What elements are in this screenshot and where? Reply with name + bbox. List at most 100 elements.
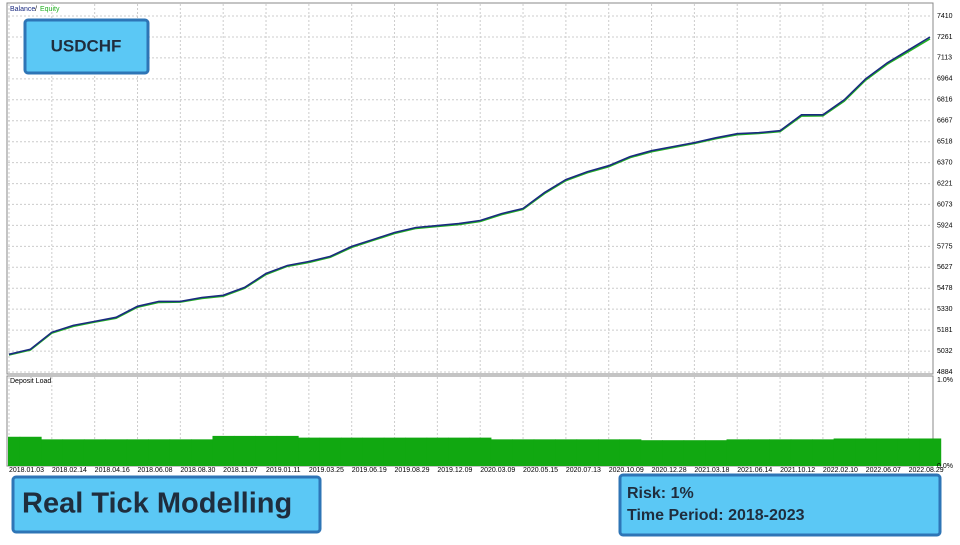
bar (747, 439, 770, 466)
y-tick-label: 0.0% (937, 463, 953, 470)
bar (105, 439, 128, 466)
bar (662, 440, 685, 466)
bar (426, 437, 449, 466)
marks (8, 36, 942, 466)
period: Time Period: 2018-2023 (627, 507, 805, 524)
y-tick-label: 7410 (937, 13, 953, 20)
bar (683, 440, 706, 466)
x-tick-label: 2020.10.09 (609, 467, 644, 474)
bar (148, 439, 171, 466)
y-tick-label: 7113 (937, 55, 952, 62)
series-line (8, 38, 931, 356)
y-tick-label: 5775 (937, 243, 953, 250)
bar (41, 439, 64, 466)
risk: Risk: 1% (627, 485, 694, 502)
x-tick-label: 2018.11.07 (223, 467, 258, 474)
bar (19, 436, 42, 466)
bar (276, 435, 299, 466)
bar (726, 439, 749, 466)
bar (255, 435, 278, 466)
y-tick-label: 5478 (937, 285, 953, 292)
bar (319, 437, 342, 466)
x-tick-label: 2022.02.10 (823, 467, 858, 474)
x-tick-label: 2021.10.12 (780, 467, 815, 474)
bar (855, 438, 877, 466)
x-tick-label: 2019.01.11 (266, 467, 301, 474)
y-tick-label: 6964 (937, 76, 953, 83)
y-tick-label: 5330 (937, 306, 953, 313)
legend-separator: / (35, 6, 37, 13)
bar (619, 439, 642, 466)
x-tick-label: 2020.05.15 (523, 467, 558, 474)
x-tick-label: 2022.06.07 (866, 467, 901, 474)
y-tick-label: 5032 (937, 348, 953, 355)
bar (576, 439, 599, 466)
bar (8, 436, 21, 466)
bar (490, 439, 513, 466)
bar (598, 439, 620, 466)
x-tick-label: 2019.06.19 (352, 467, 387, 474)
bar (705, 440, 728, 466)
modelling-box (11, 475, 322, 534)
y-tick-label: 6073 (937, 201, 953, 208)
bar (126, 439, 149, 466)
x-tick-label: 2019.08.29 (395, 467, 430, 474)
bar (383, 437, 406, 466)
x-tick-label: 2018.01.03 (9, 467, 44, 474)
bar (555, 439, 578, 466)
y-tick-label: 5924 (937, 222, 953, 229)
x-tick-label: 2021.03.18 (694, 467, 729, 474)
x-tick-label: 2018.02.14 (52, 467, 87, 474)
bar (362, 437, 385, 466)
bar (640, 440, 663, 466)
price-panel (6, 2, 934, 375)
symbol-box (23, 18, 150, 75)
y-tick-label: 1.0% (937, 377, 953, 384)
bar (876, 438, 899, 466)
x-tick-label: 2019.03.25 (309, 467, 344, 474)
bar (233, 435, 256, 466)
bar (405, 437, 428, 466)
bar (812, 439, 835, 466)
x-tick-label: 2020.03.09 (480, 467, 515, 474)
info-box (618, 473, 942, 537)
bar (212, 435, 235, 466)
y-tick-label: 6518 (937, 139, 953, 146)
x-tick-label: 2021.06.14 (737, 467, 772, 474)
bar (469, 437, 492, 466)
bar (919, 438, 942, 466)
bar (833, 438, 856, 466)
bar (191, 439, 213, 466)
bar (790, 439, 813, 466)
y-tick-label: 5627 (937, 264, 953, 271)
x-tick-label: 2018.04.16 (95, 467, 130, 474)
bar (533, 439, 556, 466)
y-tick-label: 4884 (937, 369, 953, 376)
bar (512, 439, 535, 466)
x-tick-label: 2018.08.30 (180, 467, 215, 474)
x-tick-label: 2020.07.13 (566, 467, 601, 474)
bar (897, 438, 920, 466)
symbol: USDCHF (51, 36, 122, 55)
x-tick-label: 2020.12.28 (652, 467, 687, 474)
y-tick-label: 6221 (937, 180, 953, 187)
bar (169, 439, 192, 466)
bar (340, 437, 363, 466)
x-tick-label: 2019.12.09 (437, 467, 472, 474)
bar (298, 437, 321, 466)
legend-balance: Balance (10, 6, 35, 13)
grid (8, 4, 932, 466)
bar (769, 439, 792, 466)
bar (83, 439, 106, 466)
x-tick-label: 2022.08.29 (909, 467, 944, 474)
legend-equity: Equity (40, 6, 60, 13)
y-tick-label: 6816 (937, 97, 953, 104)
panel-title: Deposit Load (10, 378, 51, 385)
bar (448, 437, 470, 466)
y-tick-label: 6667 (937, 118, 953, 125)
bar (62, 439, 85, 466)
x-tick-label: 2018.06.08 (138, 467, 173, 474)
modelling: Real Tick Modelling (22, 488, 292, 520)
